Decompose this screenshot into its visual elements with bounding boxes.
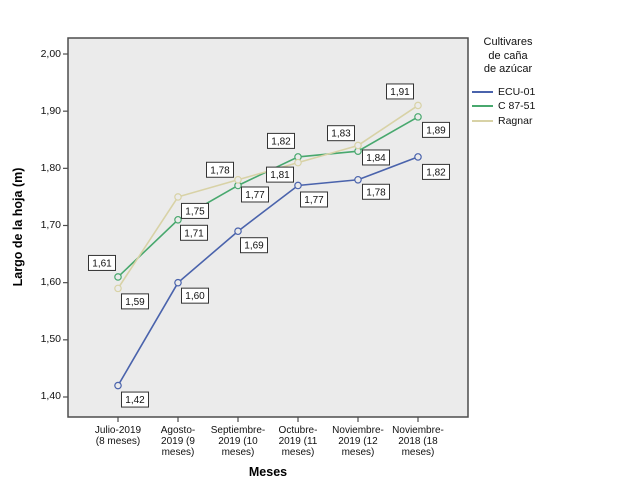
data-point-marker [114, 273, 122, 281]
legend: Cultivares de caña de azúcar ECU-01 C 87-… [470, 36, 580, 128]
legend-entry-ecu-01: ECU-01 [470, 85, 580, 100]
y-axis-title: Largo de la hoja (m) [11, 167, 25, 287]
x-tick-label: Julio-2019 (8 meses) [94, 425, 142, 447]
value-label-box [267, 132, 295, 149]
value-label-box [121, 293, 149, 310]
value-label-box [362, 183, 390, 200]
x-tick-label: Agosto- 2019 (9 meses) [160, 425, 196, 458]
value-label: 1,59 [125, 297, 145, 308]
value-label-box [241, 186, 269, 203]
value-label: 1,75 [185, 206, 205, 217]
value-label: 1,82 [271, 136, 291, 147]
value-label-box [362, 149, 390, 166]
value-label: 1,71 [184, 228, 204, 239]
legend-line-swatch [472, 105, 493, 108]
x-tick-label: Noviembre- 2018 (18 meses) [392, 425, 444, 458]
value-label-box [240, 237, 268, 254]
value-label: 1,83 [331, 129, 351, 140]
y-tick-label: 1,50 [40, 333, 61, 346]
value-label-box [300, 191, 328, 208]
value-label: 1,61 [92, 258, 112, 269]
legend-entry-label: ECU-01 [498, 85, 536, 98]
value-label: 1,77 [245, 190, 265, 201]
data-point-marker [414, 113, 422, 121]
value-label: 1,77 [304, 195, 324, 206]
data-point-marker [234, 227, 242, 236]
legend-entry-label: C 87-51 [498, 100, 536, 113]
value-label-box [180, 224, 208, 241]
value-label: 1,78 [366, 187, 386, 198]
value-label-box [181, 287, 209, 304]
value-label-box [422, 163, 450, 180]
x-axis-title: Meses [248, 465, 288, 479]
legend-entry-c-87-51: C 87-51 [470, 99, 580, 114]
data-point-marker [174, 193, 182, 201]
value-label-box [181, 202, 209, 219]
legend-entry-label: Ragnar [498, 114, 533, 127]
series-line-ecu-01 [117, 156, 419, 386]
value-label: 1,78 [210, 165, 230, 176]
value-label: 1,84 [366, 153, 386, 164]
x-tick-label: Octubre- 2019 (11 meses) [278, 425, 318, 458]
value-label-box [422, 121, 450, 138]
legend-line-swatch [472, 119, 493, 122]
x-tick-label: Noviembre- 2019 (12 meses) [332, 425, 384, 458]
data-point-marker [294, 181, 302, 190]
legend-entries: ECU-01 C 87-51 Ragnar [470, 85, 580, 129]
value-label-box [266, 166, 294, 183]
y-tick-label: 1,70 [40, 218, 61, 231]
data-point-marker [354, 175, 362, 184]
value-label: 1,82 [426, 167, 446, 178]
data-point-marker [174, 278, 182, 287]
y-tick-label: 2,00 [40, 47, 61, 60]
value-label: 1,91 [390, 87, 410, 98]
value-label-box [206, 161, 234, 178]
legend-title: Cultivares de caña de azúcar [483, 36, 533, 75]
value-label: 1,42 [125, 395, 145, 406]
data-point-marker [294, 158, 302, 167]
value-label: 1,81 [270, 170, 290, 181]
value-label: 1,89 [426, 125, 446, 136]
value-label-box [386, 83, 414, 100]
legend-line-swatch [472, 90, 493, 93]
y-tick-label: 1,90 [40, 104, 61, 117]
y-tick-label: 1,40 [40, 390, 61, 403]
y-tick-label: 1,80 [40, 161, 61, 174]
value-label-box [327, 125, 355, 142]
legend-entry-ragnar: Ragnar [470, 114, 580, 129]
value-label: 1,69 [244, 241, 264, 252]
data-point-marker [414, 153, 422, 161]
value-label: 1,60 [185, 291, 205, 302]
y-tick-label: 1,60 [40, 276, 61, 289]
data-point-marker [414, 101, 422, 110]
data-point-marker [354, 141, 362, 150]
value-label-box [121, 391, 149, 408]
data-point-marker [114, 381, 122, 390]
data-point-marker [114, 284, 122, 293]
data-point-marker [174, 215, 182, 224]
plot-area [67, 37, 469, 418]
x-tick-label: Septiembre- 2019 (10 meses) [210, 425, 266, 458]
data-point-marker [234, 175, 242, 184]
value-label-box [88, 254, 116, 271]
